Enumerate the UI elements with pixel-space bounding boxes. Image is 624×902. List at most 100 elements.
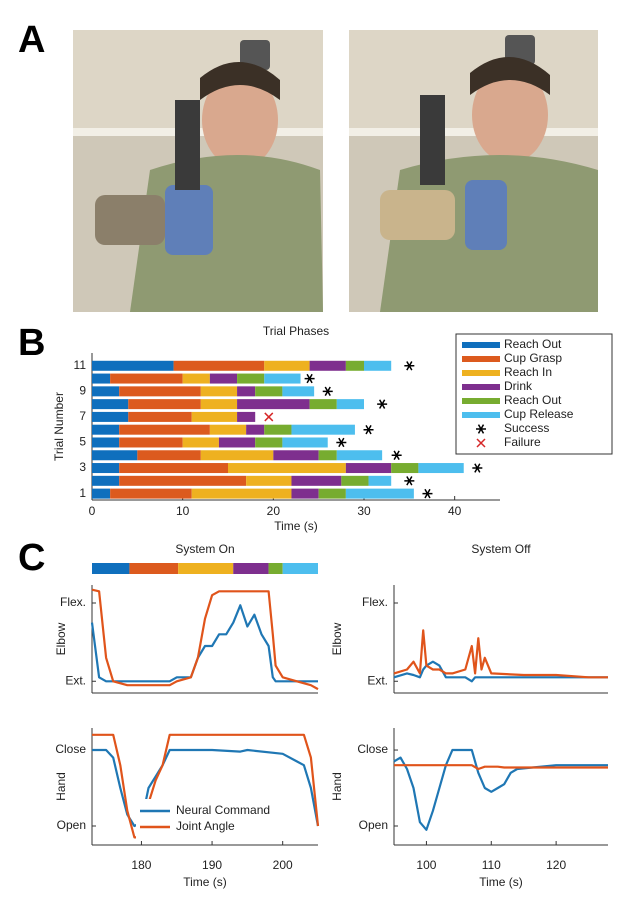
y-tick-label: Ext. [65, 673, 86, 687]
bar-segment [318, 488, 346, 499]
legend-label: Joint Angle [176, 819, 235, 833]
bar-segment [92, 386, 120, 397]
panel-label: C [18, 537, 45, 579]
bar-segment [173, 360, 265, 371]
bar-segment [309, 399, 337, 410]
legend-box [455, 333, 613, 455]
bar-segment [119, 424, 210, 435]
x-tick-label: 110 [482, 858, 501, 872]
bar-segment [341, 475, 369, 486]
bar-segment [128, 399, 201, 410]
bar-segment [200, 450, 274, 461]
bar-segment [264, 373, 301, 384]
x-tick-label: 190 [202, 858, 222, 872]
x-tick-label: 100 [416, 858, 436, 872]
bar-segment [336, 450, 383, 461]
legend-label: Success [504, 421, 549, 435]
bar-segment [119, 437, 183, 448]
y-axis-label: Hand [330, 772, 344, 801]
bar-segment [92, 463, 120, 474]
phase-segment [233, 563, 269, 574]
bar-segment [291, 475, 342, 486]
bar-segment [92, 475, 120, 486]
chart: Time (s) Hand 180 190 200 Close Open Neural Com… [54, 728, 320, 889]
legend-label: Drink [504, 379, 533, 393]
bar-segment [92, 411, 129, 422]
legend-swatch [462, 342, 500, 348]
bar-segment [345, 360, 364, 371]
bar-segment [92, 488, 111, 499]
bar-segment [182, 437, 219, 448]
phase-segment [92, 563, 130, 574]
y-tick-label: Ext. [367, 673, 388, 687]
success-marker [363, 424, 374, 435]
x-axis-label: Time (s) [274, 519, 318, 533]
bar-segment [255, 386, 283, 397]
bar-segment [291, 488, 319, 499]
x-axis-label: Time (s) [479, 875, 523, 889]
bar-segment [119, 386, 201, 397]
bar-segment [418, 463, 464, 474]
legend-swatch [462, 384, 500, 390]
panel-label: A [18, 19, 45, 61]
bar-segment [246, 424, 265, 435]
success-marker [322, 386, 333, 397]
bar-segment [119, 475, 247, 486]
x-tick-label: 30 [357, 504, 371, 518]
trace-line [393, 629, 608, 679]
legend-label: Cup Grasp [504, 351, 562, 365]
x-tick-label: 10 [176, 504, 190, 518]
success-marker [472, 463, 483, 473]
failure-marker [476, 438, 486, 448]
bar-segment [368, 475, 392, 486]
y-axis-label: Trial Number [52, 392, 66, 461]
bar-segment [200, 386, 238, 397]
y-tick-label: 7 [79, 409, 86, 423]
y-tick-label: Open [359, 818, 388, 832]
bar-segment [237, 399, 310, 410]
bar-segment [209, 373, 238, 384]
phase-segment [268, 563, 283, 574]
bar-segment [191, 488, 292, 499]
trace-line [394, 764, 608, 771]
phase-segment [178, 563, 234, 574]
x-tick-label: 0 [89, 504, 96, 518]
x-tick-label: 20 [267, 504, 281, 518]
bar-segment [92, 360, 174, 371]
success-marker [476, 424, 486, 434]
bar-segment [345, 463, 392, 474]
failure-marker [264, 412, 274, 422]
success-marker [377, 399, 388, 409]
bar-segment [273, 450, 319, 461]
bar-segment [364, 360, 392, 371]
success-marker [404, 476, 415, 486]
bar-segment [237, 411, 256, 422]
bar-segment [128, 411, 192, 422]
chart: Trial Phases Time (s) Trial Number 0 10 20 30 4… [52, 324, 613, 533]
trace-line [91, 588, 319, 691]
bar-segment [92, 399, 129, 410]
bar-segment [291, 424, 355, 435]
bar-segment [264, 424, 292, 435]
bar-segment [228, 463, 346, 474]
bar-segment [191, 411, 238, 422]
bar-segment [218, 437, 256, 448]
y-tick-label: 1 [79, 486, 86, 500]
legend-swatch [462, 398, 500, 404]
bar-segment [345, 488, 414, 499]
bar-segment [282, 386, 315, 397]
x-tick-label: 180 [131, 858, 151, 872]
y-tick-label: Flex. [362, 595, 388, 609]
y-axis-label: Elbow [54, 622, 68, 655]
success-marker [422, 488, 433, 499]
photo-right [349, 30, 598, 312]
success-marker [336, 437, 347, 448]
legend-swatch [462, 356, 500, 362]
legend-swatch [462, 370, 500, 376]
bar-segment [237, 386, 256, 397]
panel-label: B [18, 322, 45, 364]
legend-label: Neural Command [176, 803, 270, 817]
bar-segment [119, 463, 228, 474]
chart-title: System On [175, 542, 234, 556]
